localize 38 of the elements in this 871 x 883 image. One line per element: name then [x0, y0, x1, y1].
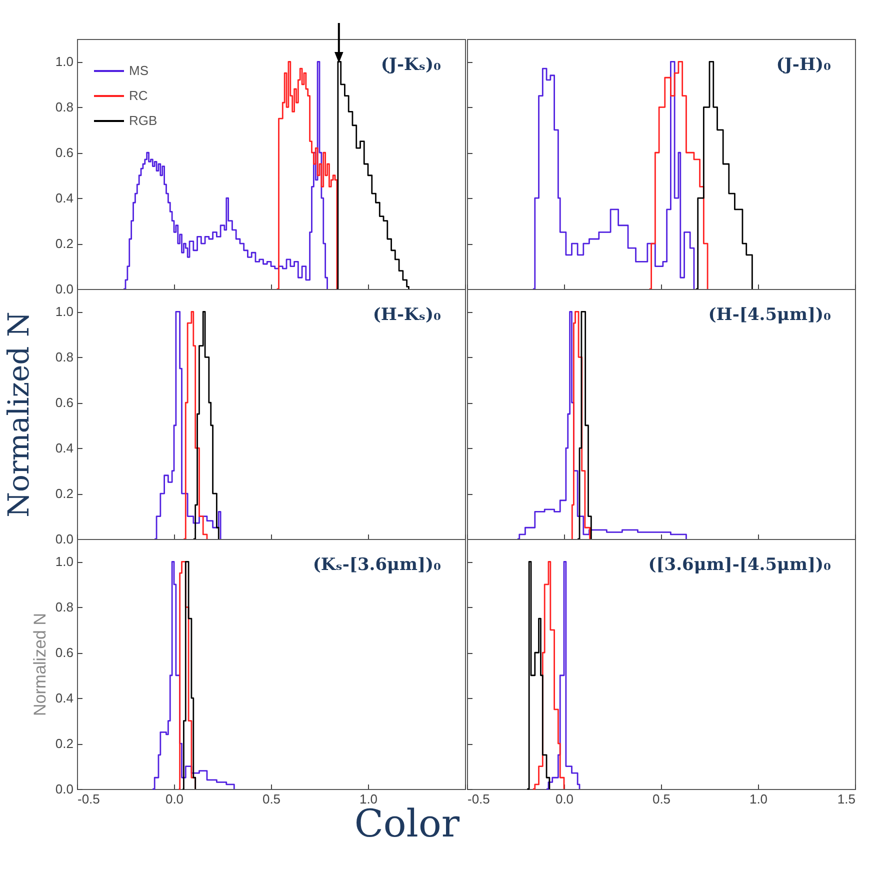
- y-tick-label: 0.0: [55, 782, 74, 796]
- y-tick-label: 0.6: [55, 145, 74, 160]
- x-tick-label: 1.0: [749, 792, 768, 806]
- y-tick-label: 1.0: [55, 304, 74, 320]
- x-tick-label: -0.5: [468, 792, 490, 806]
- text: (J-H)₀: [776, 55, 831, 75]
- x-tick-label: 1.0: [359, 792, 378, 806]
- legend-label: RC: [129, 88, 148, 103]
- y-tick-label: 0.8: [55, 100, 74, 115]
- text: (H-[4.5μm])₀: [708, 305, 831, 325]
- y-tick-label: 0.4: [55, 190, 74, 206]
- y-axis-title: Normalized N: [2, 312, 36, 518]
- text: (Kₛ-[3.6μm])₀: [312, 555, 441, 575]
- y-tick-label: 0.2: [55, 736, 74, 752]
- y-tick-label: 0.0: [55, 532, 74, 546]
- y-tick-label: 0.4: [55, 690, 74, 706]
- y-tick-label: 1.0: [55, 54, 74, 70]
- x-tick-label: -0.5: [78, 792, 100, 806]
- y-tick-label: 1.0: [55, 554, 74, 570]
- y-tick-label: 0.8: [55, 350, 74, 365]
- y-tick-label: 0.4: [55, 440, 74, 456]
- y-axis-title: Normalized N: [30, 613, 50, 716]
- y-tick-label: 0.6: [55, 645, 74, 660]
- text: ([3.6μm]-[4.5μm])₀: [648, 555, 831, 575]
- y-tick-label: 0.2: [55, 486, 74, 502]
- x-tick-label: 0.0: [555, 792, 574, 806]
- x-tick-label: 0.5: [652, 792, 671, 806]
- legend-label: RGB: [129, 113, 158, 128]
- y-tick-label: 0.0: [55, 282, 74, 296]
- x-tick-label: 0.0: [165, 792, 184, 806]
- y-tick-label: 0.2: [55, 236, 74, 252]
- text: (J-Kₛ)₀: [380, 55, 441, 75]
- text: (H-Kₛ)₀: [372, 305, 441, 325]
- y-tick-label: 0.8: [55, 600, 74, 615]
- legend-label: MS: [129, 63, 149, 78]
- x-tick-label: 1.5: [837, 792, 856, 806]
- y-tick-label: 0.6: [55, 395, 74, 410]
- x-tick-label: 0.5: [262, 792, 281, 806]
